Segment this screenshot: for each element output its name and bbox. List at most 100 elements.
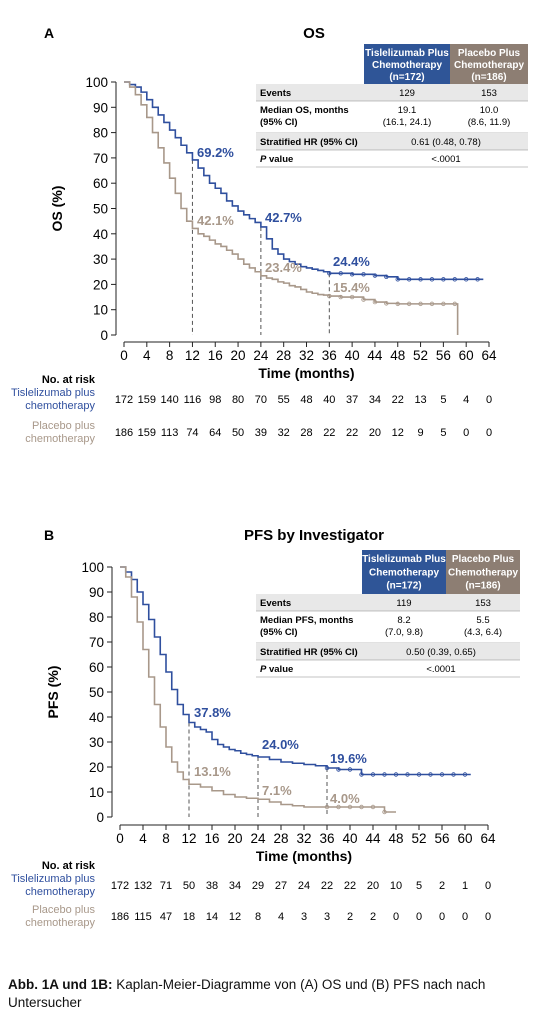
risk-count-tislelizumab: 1 [462,880,468,892]
y-axis-label: OS (%) [49,186,65,232]
censor-mark [361,272,366,277]
annotation-tis: 19.6% [330,751,367,766]
censor-mark [338,271,343,276]
x-tick-label: 48 [388,831,403,846]
censor-mark [428,772,433,777]
x-tick-label: 28 [276,348,291,363]
risk-count-tislelizumab: 27 [275,880,287,892]
risk-count-tislelizumab: 0 [486,394,492,406]
table-cell-pbo: 5.5 [476,615,489,626]
y-tick-label: 70 [93,151,108,166]
risk-label-placebo: Placebo plus [32,420,95,432]
risk-count-placebo: 0 [485,911,491,923]
y-tick-label: 40 [93,227,108,242]
y-axis-label: PFS (%) [45,666,61,719]
censor-mark [359,772,364,777]
table-header-pbo-text: (n=186) [465,581,500,592]
table-header-tis-text: Chemotherapy [372,60,442,71]
x-tick-label: 8 [166,348,174,363]
censor-mark [418,277,423,282]
x-tick-label: 20 [231,348,246,363]
risk-label-placebo: chemotherapy [25,433,95,445]
censor-mark [382,772,387,777]
table-cell-pbo: (4.3, 6.4) [464,627,502,638]
table-cell-merged: 0.50 (0.39, 0.65) [406,647,476,658]
censor-mark [327,271,332,276]
x-tick-label: 56 [434,831,449,846]
censor-mark [429,301,435,307]
risk-count-placebo: 0 [463,427,469,439]
table-header-pbo [450,44,528,84]
x-tick-label: 32 [296,831,311,846]
censor-mark [347,767,353,772]
summary-table: Tislelizumab PlusChemotherapy(n=172)Plac… [256,550,520,678]
table-header-pbo-text: Placebo Plus [458,48,521,59]
x-tick-label: 8 [162,831,170,846]
table-row-label-italic: P [260,664,267,675]
risk-count-placebo: 159 [138,427,156,439]
table-cell-tis: (16.1, 24.1) [383,117,432,128]
risk-title: No. at risk [42,374,96,386]
x-axis-label: Time (months) [256,848,352,864]
x-tick-label: 28 [273,831,288,846]
censor-mark [441,277,446,282]
y-tick-label: 0 [96,810,104,825]
risk-count-tislelizumab: 80 [232,394,244,406]
figure-caption: Abb. 1A und 1B: Kaplan-Meier-Diagramme v… [8,976,523,1012]
x-tick-label: 52 [411,831,426,846]
risk-label-placebo: Placebo plus [32,904,95,916]
risk-count-placebo: 0 [439,911,445,923]
table-row-label: P value [260,154,293,165]
series-line-tislelizumab [120,566,471,776]
table-cell-tis: (7.0, 9.8) [385,627,423,638]
x-tick-label: 24 [253,348,269,363]
risk-count-placebo: 22 [323,427,335,439]
risk-count-placebo: 22 [346,427,358,439]
table-row-shade [256,594,520,611]
risk-count-placebo: 50 [232,427,244,439]
risk-count-placebo: 18 [183,911,195,923]
risk-count-tislelizumab: 140 [160,394,178,406]
risk-count-tislelizumab: 10 [390,880,402,892]
censor-mark [393,772,399,777]
risk-count-placebo: 115 [134,911,152,923]
x-tick-label: 60 [459,348,474,363]
table-row-label: Stratified HR (95% CI) [260,137,358,148]
censor-mark [359,804,364,810]
annotation-tis: 37.8% [194,705,231,720]
x-tick-label: 64 [480,831,496,846]
table-cell-merged: <.0001 [431,154,460,165]
censor-mark [370,772,376,777]
table-header-tis-text: Tislelizumab Plus [362,554,446,565]
x-tick-label: 40 [345,348,360,363]
risk-count-tislelizumab: 40 [323,394,335,406]
risk-count-tislelizumab: 20 [367,880,379,892]
y-tick-label: 40 [89,710,104,725]
censor-mark [441,301,446,307]
risk-count-placebo: 4 [278,911,284,923]
risk-count-tislelizumab: 132 [134,880,152,892]
y-tick-label: 90 [93,100,108,115]
risk-count-tislelizumab: 22 [392,394,404,406]
table-header-pbo-text: Chemotherapy [448,567,518,578]
table-header-tis-text: (n=172) [386,581,421,592]
chart-title: OS [303,25,325,42]
x-tick-label: 36 [322,348,337,363]
risk-count-tislelizumab: 34 [369,394,381,406]
censor-mark [405,772,410,777]
x-tick-label: 64 [481,348,497,363]
risk-count-tislelizumab: 116 [184,394,202,406]
censor-mark [370,804,376,810]
censor-mark [406,277,412,282]
table-row-label: Events [260,598,291,609]
annotation-tis: 24.4% [333,254,370,269]
y-tick-label: 70 [89,635,104,650]
x-tick-label: 60 [457,831,472,846]
risk-count-tislelizumab: 0 [485,880,491,892]
y-tick-label: 80 [93,126,108,141]
risk-count-tislelizumab: 159 [138,394,156,406]
table-header-tis-text: Chemotherapy [369,567,439,578]
censor-mark [452,301,457,307]
table-row-label-rest: value [266,664,293,675]
